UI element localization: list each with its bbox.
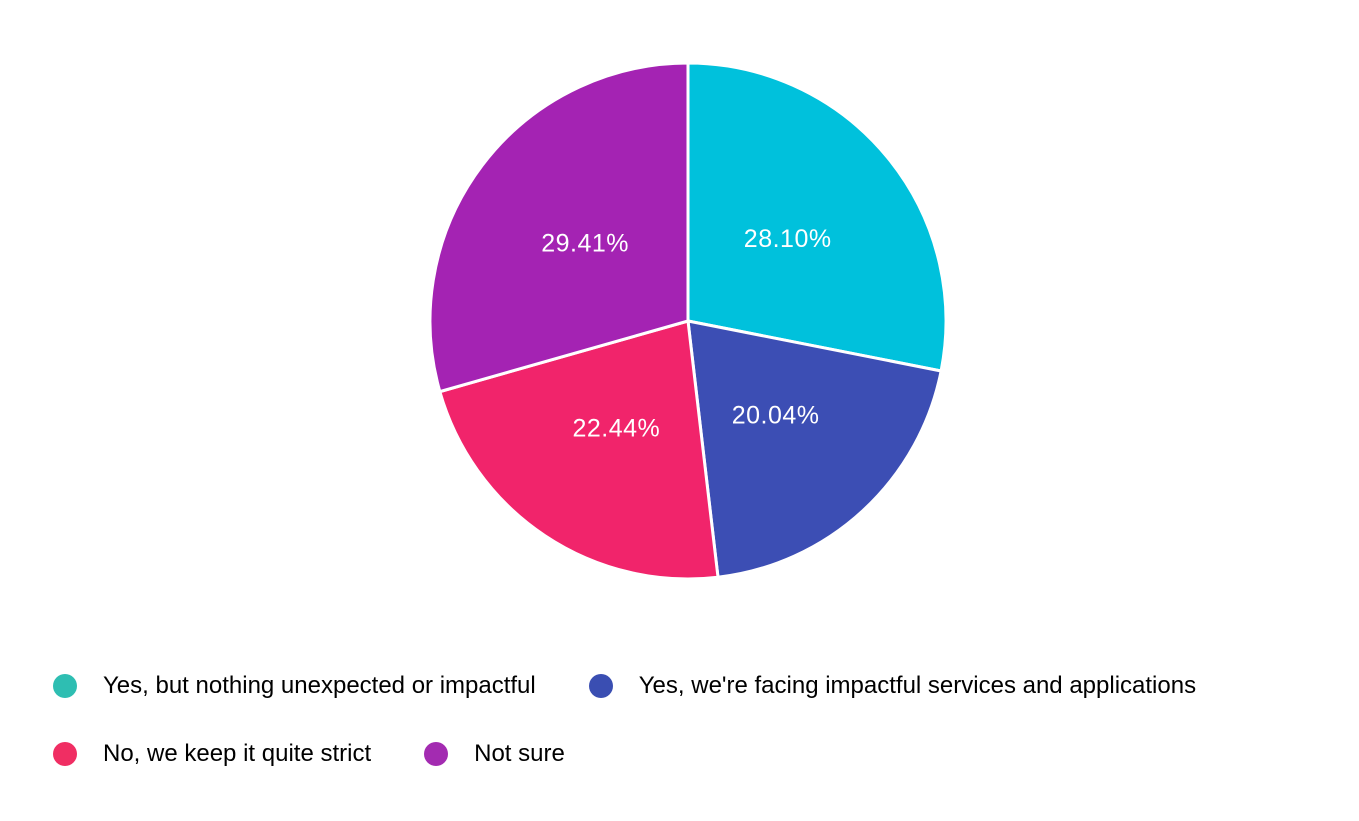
- pie-slice-3[interactable]: [428, 61, 690, 394]
- legend-item-2[interactable]: No, we keep it quite strict: [53, 739, 371, 769]
- legend-dot-icon: [424, 742, 449, 766]
- legend-row-0: Yes, but nothing unexpected or impactful…: [53, 671, 1196, 701]
- legend-item-3[interactable]: Not sure: [424, 739, 565, 769]
- legend-row-1: No, we keep it quite strict Not sure: [53, 739, 1196, 769]
- legend-dot-icon: [53, 742, 77, 766]
- legend-item-0[interactable]: Yes, but nothing unexpected or impactful: [53, 671, 536, 701]
- legend-dot-icon: [53, 674, 77, 698]
- chart-legend: Yes, but nothing unexpected or impactful…: [53, 671, 1196, 769]
- legend-label: Yes, we're facing impactful services and…: [638, 672, 1197, 699]
- pie-chart: 28.10%20.04%22.44%29.41%: [428, 61, 948, 581]
- legend-label: Not sure: [474, 740, 565, 767]
- legend-dot-icon: [588, 674, 613, 698]
- pie-slice-1[interactable]: [686, 319, 943, 579]
- legend-item-1[interactable]: Yes, we're facing impactful services and…: [588, 671, 1197, 701]
- legend-label: Yes, but nothing unexpected or impactful: [103, 672, 536, 699]
- pie-slice-2[interactable]: [438, 319, 720, 581]
- legend-label: No, we keep it quite strict: [103, 740, 372, 767]
- pie-slice-0[interactable]: [686, 61, 948, 373]
